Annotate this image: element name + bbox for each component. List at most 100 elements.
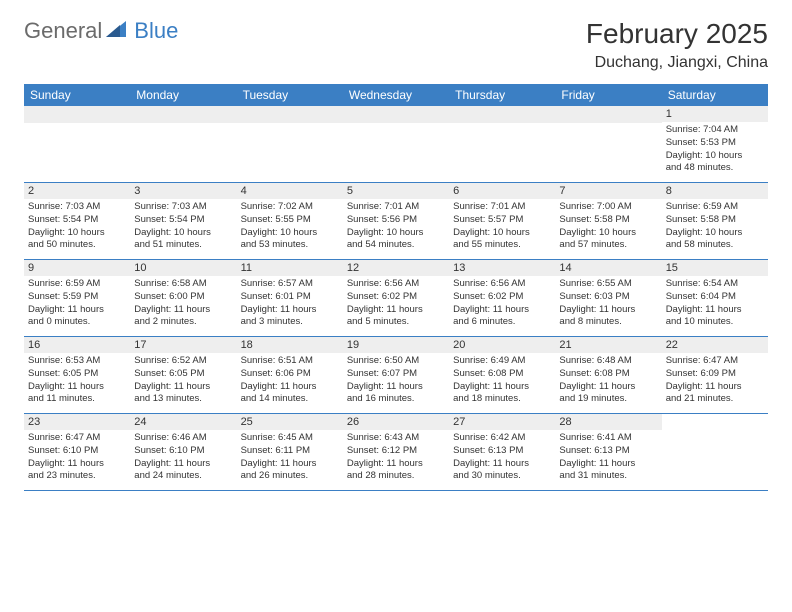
daylight-text: and 51 minutes. xyxy=(134,239,232,252)
daylight-text: Daylight: 10 hours xyxy=(559,227,657,240)
logo-text-general: General xyxy=(24,18,102,44)
week-row: 23Sunrise: 6:47 AMSunset: 6:10 PMDayligh… xyxy=(24,414,768,491)
sunrise-text: Sunrise: 6:57 AM xyxy=(241,278,339,291)
day-number: 8 xyxy=(662,183,768,199)
day-details: Sunrise: 6:47 AMSunset: 6:09 PMDaylight:… xyxy=(662,353,768,410)
day-details: Sunrise: 6:56 AMSunset: 6:02 PMDaylight:… xyxy=(343,276,449,333)
day-details: Sunrise: 7:01 AMSunset: 5:57 PMDaylight:… xyxy=(449,199,555,256)
day-cell: 4Sunrise: 7:02 AMSunset: 5:55 PMDaylight… xyxy=(237,183,343,259)
day-cell: 8Sunrise: 6:59 AMSunset: 5:58 PMDaylight… xyxy=(662,183,768,259)
sunrise-text: Sunrise: 6:43 AM xyxy=(347,432,445,445)
day-cell: 10Sunrise: 6:58 AMSunset: 6:00 PMDayligh… xyxy=(130,260,236,336)
day-details: Sunrise: 6:46 AMSunset: 6:10 PMDaylight:… xyxy=(130,430,236,487)
day-details: Sunrise: 7:00 AMSunset: 5:58 PMDaylight:… xyxy=(555,199,661,256)
sunset-text: Sunset: 6:00 PM xyxy=(134,291,232,304)
sunrise-text: Sunrise: 6:54 AM xyxy=(666,278,764,291)
sunset-text: Sunset: 5:59 PM xyxy=(28,291,126,304)
daylight-text: and 53 minutes. xyxy=(241,239,339,252)
daylight-text: Daylight: 10 hours xyxy=(28,227,126,240)
day-number: 23 xyxy=(24,414,130,430)
day-details: Sunrise: 7:03 AMSunset: 5:54 PMDaylight:… xyxy=(24,199,130,256)
weekday-tuesday: Tuesday xyxy=(237,84,343,106)
day-details: Sunrise: 6:48 AMSunset: 6:08 PMDaylight:… xyxy=(555,353,661,410)
empty-daynum xyxy=(24,106,130,123)
daylight-text: and 26 minutes. xyxy=(241,470,339,483)
daylight-text: Daylight: 11 hours xyxy=(559,381,657,394)
sunset-text: Sunset: 6:07 PM xyxy=(347,368,445,381)
day-details: Sunrise: 6:53 AMSunset: 6:05 PMDaylight:… xyxy=(24,353,130,410)
day-details: Sunrise: 6:56 AMSunset: 6:02 PMDaylight:… xyxy=(449,276,555,333)
daylight-text: Daylight: 11 hours xyxy=(241,381,339,394)
day-number: 22 xyxy=(662,337,768,353)
sunrise-text: Sunrise: 6:45 AM xyxy=(241,432,339,445)
day-number: 19 xyxy=(343,337,449,353)
empty-daynum xyxy=(449,106,555,123)
empty-cell xyxy=(662,414,768,490)
sunrise-text: Sunrise: 6:59 AM xyxy=(666,201,764,214)
sunrise-text: Sunrise: 6:58 AM xyxy=(134,278,232,291)
sunrise-text: Sunrise: 7:01 AM xyxy=(453,201,551,214)
day-cell: 9Sunrise: 6:59 AMSunset: 5:59 PMDaylight… xyxy=(24,260,130,336)
day-details: Sunrise: 6:42 AMSunset: 6:13 PMDaylight:… xyxy=(449,430,555,487)
daylight-text: and 16 minutes. xyxy=(347,393,445,406)
daylight-text: Daylight: 10 hours xyxy=(241,227,339,240)
daylight-text: Daylight: 11 hours xyxy=(347,458,445,471)
day-details: Sunrise: 6:47 AMSunset: 6:10 PMDaylight:… xyxy=(24,430,130,487)
day-number: 21 xyxy=(555,337,661,353)
daylight-text: Daylight: 11 hours xyxy=(28,381,126,394)
day-details: Sunrise: 6:54 AMSunset: 6:04 PMDaylight:… xyxy=(662,276,768,333)
day-cell: 22Sunrise: 6:47 AMSunset: 6:09 PMDayligh… xyxy=(662,337,768,413)
daylight-text: Daylight: 11 hours xyxy=(241,458,339,471)
sunrise-text: Sunrise: 6:42 AM xyxy=(453,432,551,445)
daylight-text: Daylight: 11 hours xyxy=(453,458,551,471)
weekday-thursday: Thursday xyxy=(449,84,555,106)
day-number: 13 xyxy=(449,260,555,276)
sunset-text: Sunset: 6:08 PM xyxy=(559,368,657,381)
daylight-text: and 50 minutes. xyxy=(28,239,126,252)
day-number: 15 xyxy=(662,260,768,276)
daylight-text: Daylight: 11 hours xyxy=(347,304,445,317)
daylight-text: Daylight: 10 hours xyxy=(453,227,551,240)
day-number: 4 xyxy=(237,183,343,199)
daylight-text: and 31 minutes. xyxy=(559,470,657,483)
day-details: Sunrise: 6:50 AMSunset: 6:07 PMDaylight:… xyxy=(343,353,449,410)
sunset-text: Sunset: 6:04 PM xyxy=(666,291,764,304)
daylight-text: Daylight: 10 hours xyxy=(347,227,445,240)
sunrise-text: Sunrise: 7:03 AM xyxy=(134,201,232,214)
weekday-wednesday: Wednesday xyxy=(343,84,449,106)
sunset-text: Sunset: 6:08 PM xyxy=(453,368,551,381)
empty-daynum xyxy=(130,106,236,123)
day-number: 12 xyxy=(343,260,449,276)
daylight-text: and 58 minutes. xyxy=(666,239,764,252)
sunset-text: Sunset: 6:01 PM xyxy=(241,291,339,304)
day-details: Sunrise: 6:52 AMSunset: 6:05 PMDaylight:… xyxy=(130,353,236,410)
sunset-text: Sunset: 5:54 PM xyxy=(28,214,126,227)
daylight-text: Daylight: 11 hours xyxy=(347,381,445,394)
daylight-text: and 5 minutes. xyxy=(347,316,445,329)
sunset-text: Sunset: 5:54 PM xyxy=(134,214,232,227)
day-number: 17 xyxy=(130,337,236,353)
sunrise-text: Sunrise: 6:47 AM xyxy=(28,432,126,445)
empty-cell xyxy=(555,106,661,182)
daylight-text: Daylight: 11 hours xyxy=(559,304,657,317)
day-number: 25 xyxy=(237,414,343,430)
daylight-text: and 24 minutes. xyxy=(134,470,232,483)
day-cell: 21Sunrise: 6:48 AMSunset: 6:08 PMDayligh… xyxy=(555,337,661,413)
sunrise-text: Sunrise: 6:56 AM xyxy=(453,278,551,291)
day-details: Sunrise: 6:45 AMSunset: 6:11 PMDaylight:… xyxy=(237,430,343,487)
day-cell: 20Sunrise: 6:49 AMSunset: 6:08 PMDayligh… xyxy=(449,337,555,413)
sunrise-text: Sunrise: 6:48 AM xyxy=(559,355,657,368)
day-cell: 2Sunrise: 7:03 AMSunset: 5:54 PMDaylight… xyxy=(24,183,130,259)
sunset-text: Sunset: 6:12 PM xyxy=(347,445,445,458)
day-details: Sunrise: 6:51 AMSunset: 6:06 PMDaylight:… xyxy=(237,353,343,410)
sunset-text: Sunset: 6:02 PM xyxy=(453,291,551,304)
logo-text-blue: Blue xyxy=(134,18,178,44)
sunset-text: Sunset: 6:02 PM xyxy=(347,291,445,304)
daylight-text: and 6 minutes. xyxy=(453,316,551,329)
sunrise-text: Sunrise: 6:52 AM xyxy=(134,355,232,368)
day-cell: 25Sunrise: 6:45 AMSunset: 6:11 PMDayligh… xyxy=(237,414,343,490)
sunrise-text: Sunrise: 6:53 AM xyxy=(28,355,126,368)
day-details: Sunrise: 7:03 AMSunset: 5:54 PMDaylight:… xyxy=(130,199,236,256)
day-number: 16 xyxy=(24,337,130,353)
day-cell: 18Sunrise: 6:51 AMSunset: 6:06 PMDayligh… xyxy=(237,337,343,413)
